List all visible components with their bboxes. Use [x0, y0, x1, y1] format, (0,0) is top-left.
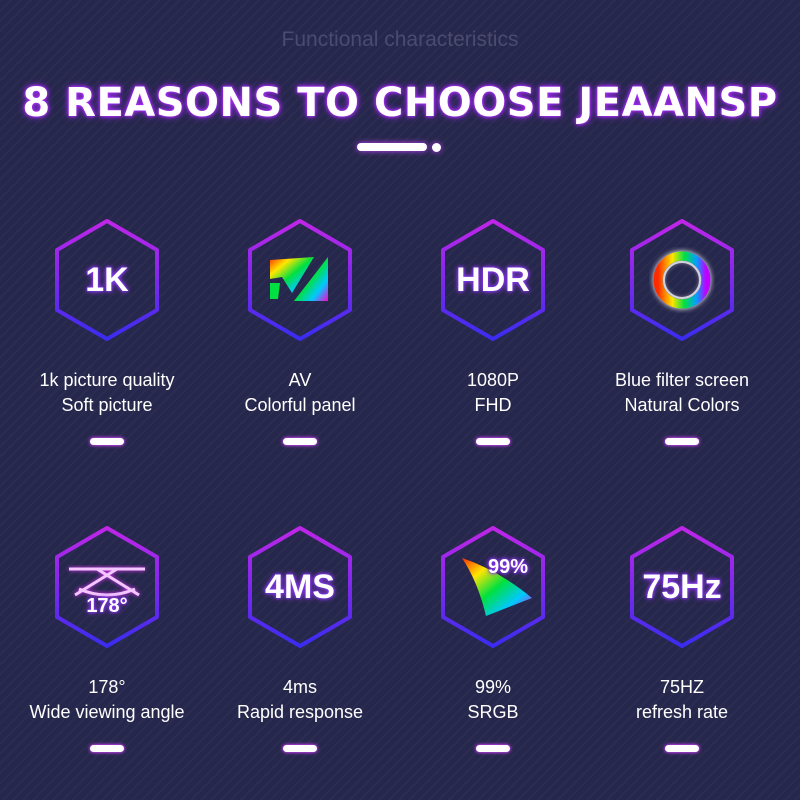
hexagon-frame	[55, 219, 159, 341]
icon-text: HDR	[456, 260, 530, 299]
icon-text: 99%	[488, 556, 529, 578]
feature-subtitle: SRGB	[467, 702, 519, 722]
hexagon-frame	[441, 526, 545, 648]
feature-subtitle: Rapid response	[236, 702, 364, 722]
feature-subtitle: refresh rate	[635, 702, 729, 722]
feature-title: Blue filter screen	[614, 370, 750, 390]
icon-text: 75Hz	[642, 567, 722, 606]
feature-title: AV	[288, 370, 312, 390]
hexagon-frame	[441, 219, 545, 341]
75hz-text-icon: 75Hz	[587, 525, 777, 649]
4ms-text-icon: 4MS	[205, 525, 395, 649]
viewing-angle-icon: 178°	[12, 525, 202, 649]
feature-underline	[476, 745, 510, 752]
feature-underline	[665, 438, 699, 445]
feature-title: 75HZ	[659, 677, 704, 697]
icon-text: 1K	[85, 260, 129, 299]
color-gamut-icon: 99%	[398, 525, 588, 649]
feature-underline	[90, 745, 124, 752]
page-title: 8 REASONS TO CHOOSE JEAANSP	[22, 80, 778, 126]
feature-subtitle: Natural Colors	[624, 395, 740, 415]
feature-title: 4ms	[282, 677, 317, 697]
feature-underline	[283, 438, 317, 445]
hexagon-frame	[630, 219, 734, 341]
hexagon-frame	[248, 219, 352, 341]
feature-title: 1k picture quality	[39, 370, 175, 390]
icon-text: 178°	[86, 594, 128, 617]
feature-title: 178°	[88, 677, 126, 697]
hexagon-frame	[55, 526, 159, 648]
feature-subtitle: Soft picture	[61, 395, 153, 415]
rainbow-ring-icon	[587, 218, 777, 342]
feature-underline	[665, 745, 699, 752]
feature-subtitle: FHD	[474, 395, 512, 415]
feature-subtitle: Colorful panel	[244, 395, 356, 415]
title-underline-bar	[357, 143, 427, 151]
subtitle: Functional characteristics	[281, 28, 519, 51]
icon-text: 4MS	[265, 567, 335, 606]
title-underline-dot	[432, 143, 441, 152]
hexagon-frame	[630, 526, 734, 648]
rainbow-check-panel-icon	[205, 218, 395, 342]
feature-underline	[90, 438, 124, 445]
feature-underline	[283, 745, 317, 752]
feature-underline	[476, 438, 510, 445]
feature-subtitle: Wide viewing angle	[29, 702, 185, 722]
feature-title: 1080P	[466, 370, 520, 390]
hdr-text-icon: HDR	[398, 218, 588, 342]
feature-title: 99%	[474, 677, 512, 697]
1k-text-icon: 1K	[12, 218, 202, 342]
hexagon-frame	[248, 526, 352, 648]
